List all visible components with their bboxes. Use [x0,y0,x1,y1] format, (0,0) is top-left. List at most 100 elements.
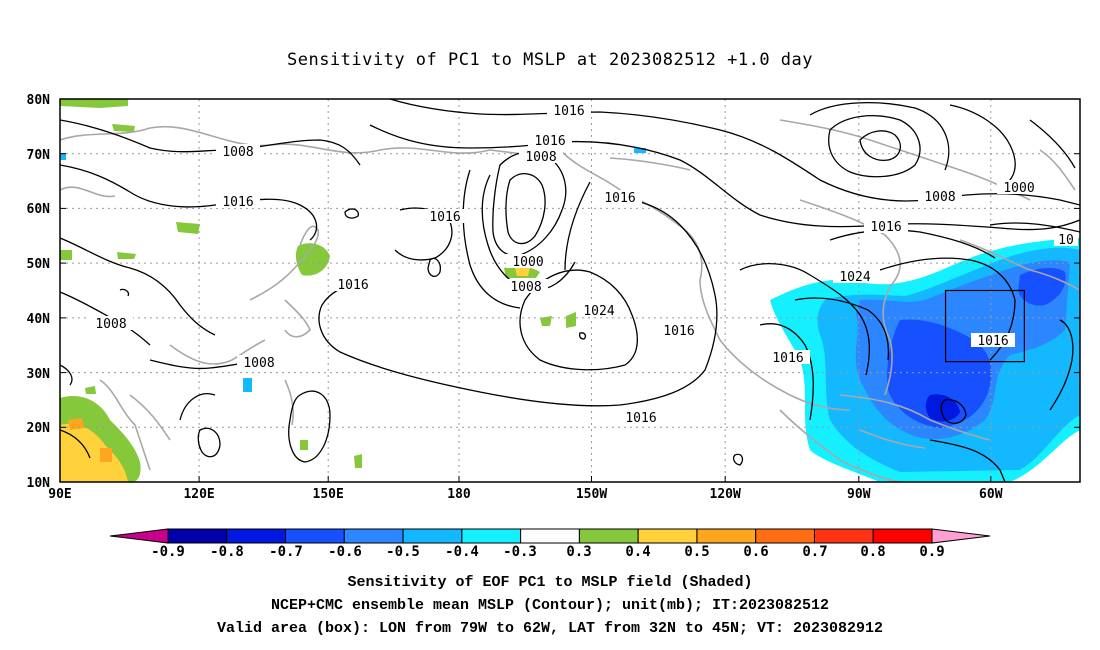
contour-label: 1024 [583,304,614,319]
lat-label: 80N [27,93,51,108]
caption-contour: NCEP+CMC ensemble mean MSLP (Contour); u… [270,597,830,614]
contour-label: 1000 [1003,181,1034,196]
lat-label: 40N [27,312,51,327]
longitude-axis: 90E 120E 150E 180 150W 120W 90W 60W [48,487,1002,502]
colorbar-label: -0.7 [269,544,303,560]
contour-label-1008-d: 1008 [89,316,133,332]
contour-label-1016-b: 1016 [528,133,572,149]
positive-sensitivity-shading [60,99,576,482]
contour-label-1016-j: 1016 [864,219,908,235]
contour-label-1016-f: 1016 [331,277,375,293]
contour-label-1000-a: 1000 [506,254,550,270]
contour-label: 1016 [222,195,253,210]
contour-label: 1016 [772,351,803,366]
colorbar-segment [872,528,933,544]
colorbar-right-tip [931,528,991,544]
lon-label: 180 [447,487,471,502]
contour-label: 1008 [222,145,253,160]
contour-label-1016-a: 1016 [547,103,591,119]
colorbar-segment [226,528,287,544]
valid-area-box [944,289,1025,363]
colorbar-label: -0.8 [210,544,244,560]
colorbar-label: -0.6 [328,544,362,560]
colorbar-label: -0.4 [445,544,479,560]
lon-label: 60W [979,487,1003,502]
contour-label-1008-f: 1008 [918,189,962,205]
colorbar-label: 0.4 [625,544,650,560]
colorbar-label: -0.3 [503,544,537,560]
contour-label: 1000 [512,255,543,270]
colorbar-label: 0.7 [802,544,827,560]
contour-label: 1008 [525,150,556,165]
colorbar-segment [167,528,228,544]
colorbar-segment [285,528,345,544]
colorbar-segment [813,528,874,544]
lat-label: 50N [27,257,51,272]
colorbar-segments [109,528,991,544]
lon-label: 120E [183,487,214,502]
colorbar: -0.9 -0.8 -0.7 -0.6 -0.5 -0.4 -0.3 0.3 0… [109,528,991,560]
contour-label-1016-k: 1016 [971,333,1015,349]
colorbar-left-tip [109,528,169,544]
contour-label-10: 10 [1054,232,1078,248]
contour-label: 1008 [924,190,955,205]
lon-label: 120W [710,487,741,502]
negative-sensitivity-shading [60,148,1080,482]
contour-label-1016-h: 1016 [619,410,663,426]
lon-label: 150W [576,487,607,502]
lat-label: 30N [27,367,51,382]
contour-label-1016-i: 1016 [766,350,810,366]
contour-label-1008-b: 1008 [216,144,260,160]
latitude-axis: 80N 70N 60N 50N 40N 30N 20N 10N [27,93,51,491]
lat-label: 60N [27,202,51,217]
contour-label: 1016 [663,324,694,339]
contour-label: 1008 [510,280,541,295]
colorbar-segment [637,528,698,544]
map-border [59,98,1081,483]
contour-label-1024-a: 1024 [577,303,621,319]
contour-label: 1016 [534,134,565,149]
contour-label-1016-c: 1016 [216,194,260,210]
lat-label: 70N [27,148,51,163]
colorbar-labels: -0.9 -0.8 -0.7 -0.6 -0.5 -0.4 -0.3 0.3 0… [151,544,945,560]
contour-label-1000-b: 1000 [997,180,1041,196]
colorbar-segment [520,528,580,544]
colorbar-label: -0.5 [386,544,420,560]
contour-label: 1016 [337,278,368,293]
contour-label-group: 1016 1016 1008 1008 1016 1016 1016 1000 … [89,103,1078,426]
colorbar-segment [402,528,463,544]
contour-label-1008-e: 1008 [237,355,281,371]
lat-label: 20N [27,421,51,436]
contour-label-1016-e: 1016 [423,209,467,225]
colorbar-segment [755,528,815,544]
contour-label-1008-c: 1008 [504,279,548,295]
contour-label: 1016 [977,334,1008,349]
lon-label: 90W [847,487,871,502]
caption-shading: Sensitivity of EOF PC1 to MSLP field (Sh… [347,574,753,591]
contour-label: 1008 [243,356,274,371]
colorbar-label: 0.6 [743,544,768,560]
colorbar-segment [343,528,404,544]
contour-label-1016-g: 1016 [657,323,701,339]
contour-label: 1016 [625,411,656,426]
colorbar-segment [578,528,639,544]
contour-label: 1008 [95,317,126,332]
contour-label-1008-a: 1008 [519,149,563,165]
contour-label-1024-b: 1024 [833,269,877,285]
colorbar-label: 0.9 [919,544,944,560]
contour-label: 1024 [839,270,870,285]
colorbar-label: 0.3 [566,544,591,560]
lat-label: 10N [27,476,51,491]
contour-label-1016-d: 1016 [598,190,642,206]
colorbar-segment [461,528,522,544]
contour-label: 1016 [429,210,460,225]
contour-label: 1016 [870,220,901,235]
contour-label: 10 [1058,233,1074,248]
caption-valid-area: Valid area (box): LON from 79W to 62W, L… [216,620,884,637]
axis-ticks [60,98,1080,483]
lon-label: 90E [48,487,71,502]
colorbar-label: 0.5 [684,544,709,560]
colorbar-label: -0.9 [151,544,185,560]
colorbar-segment [696,528,757,544]
